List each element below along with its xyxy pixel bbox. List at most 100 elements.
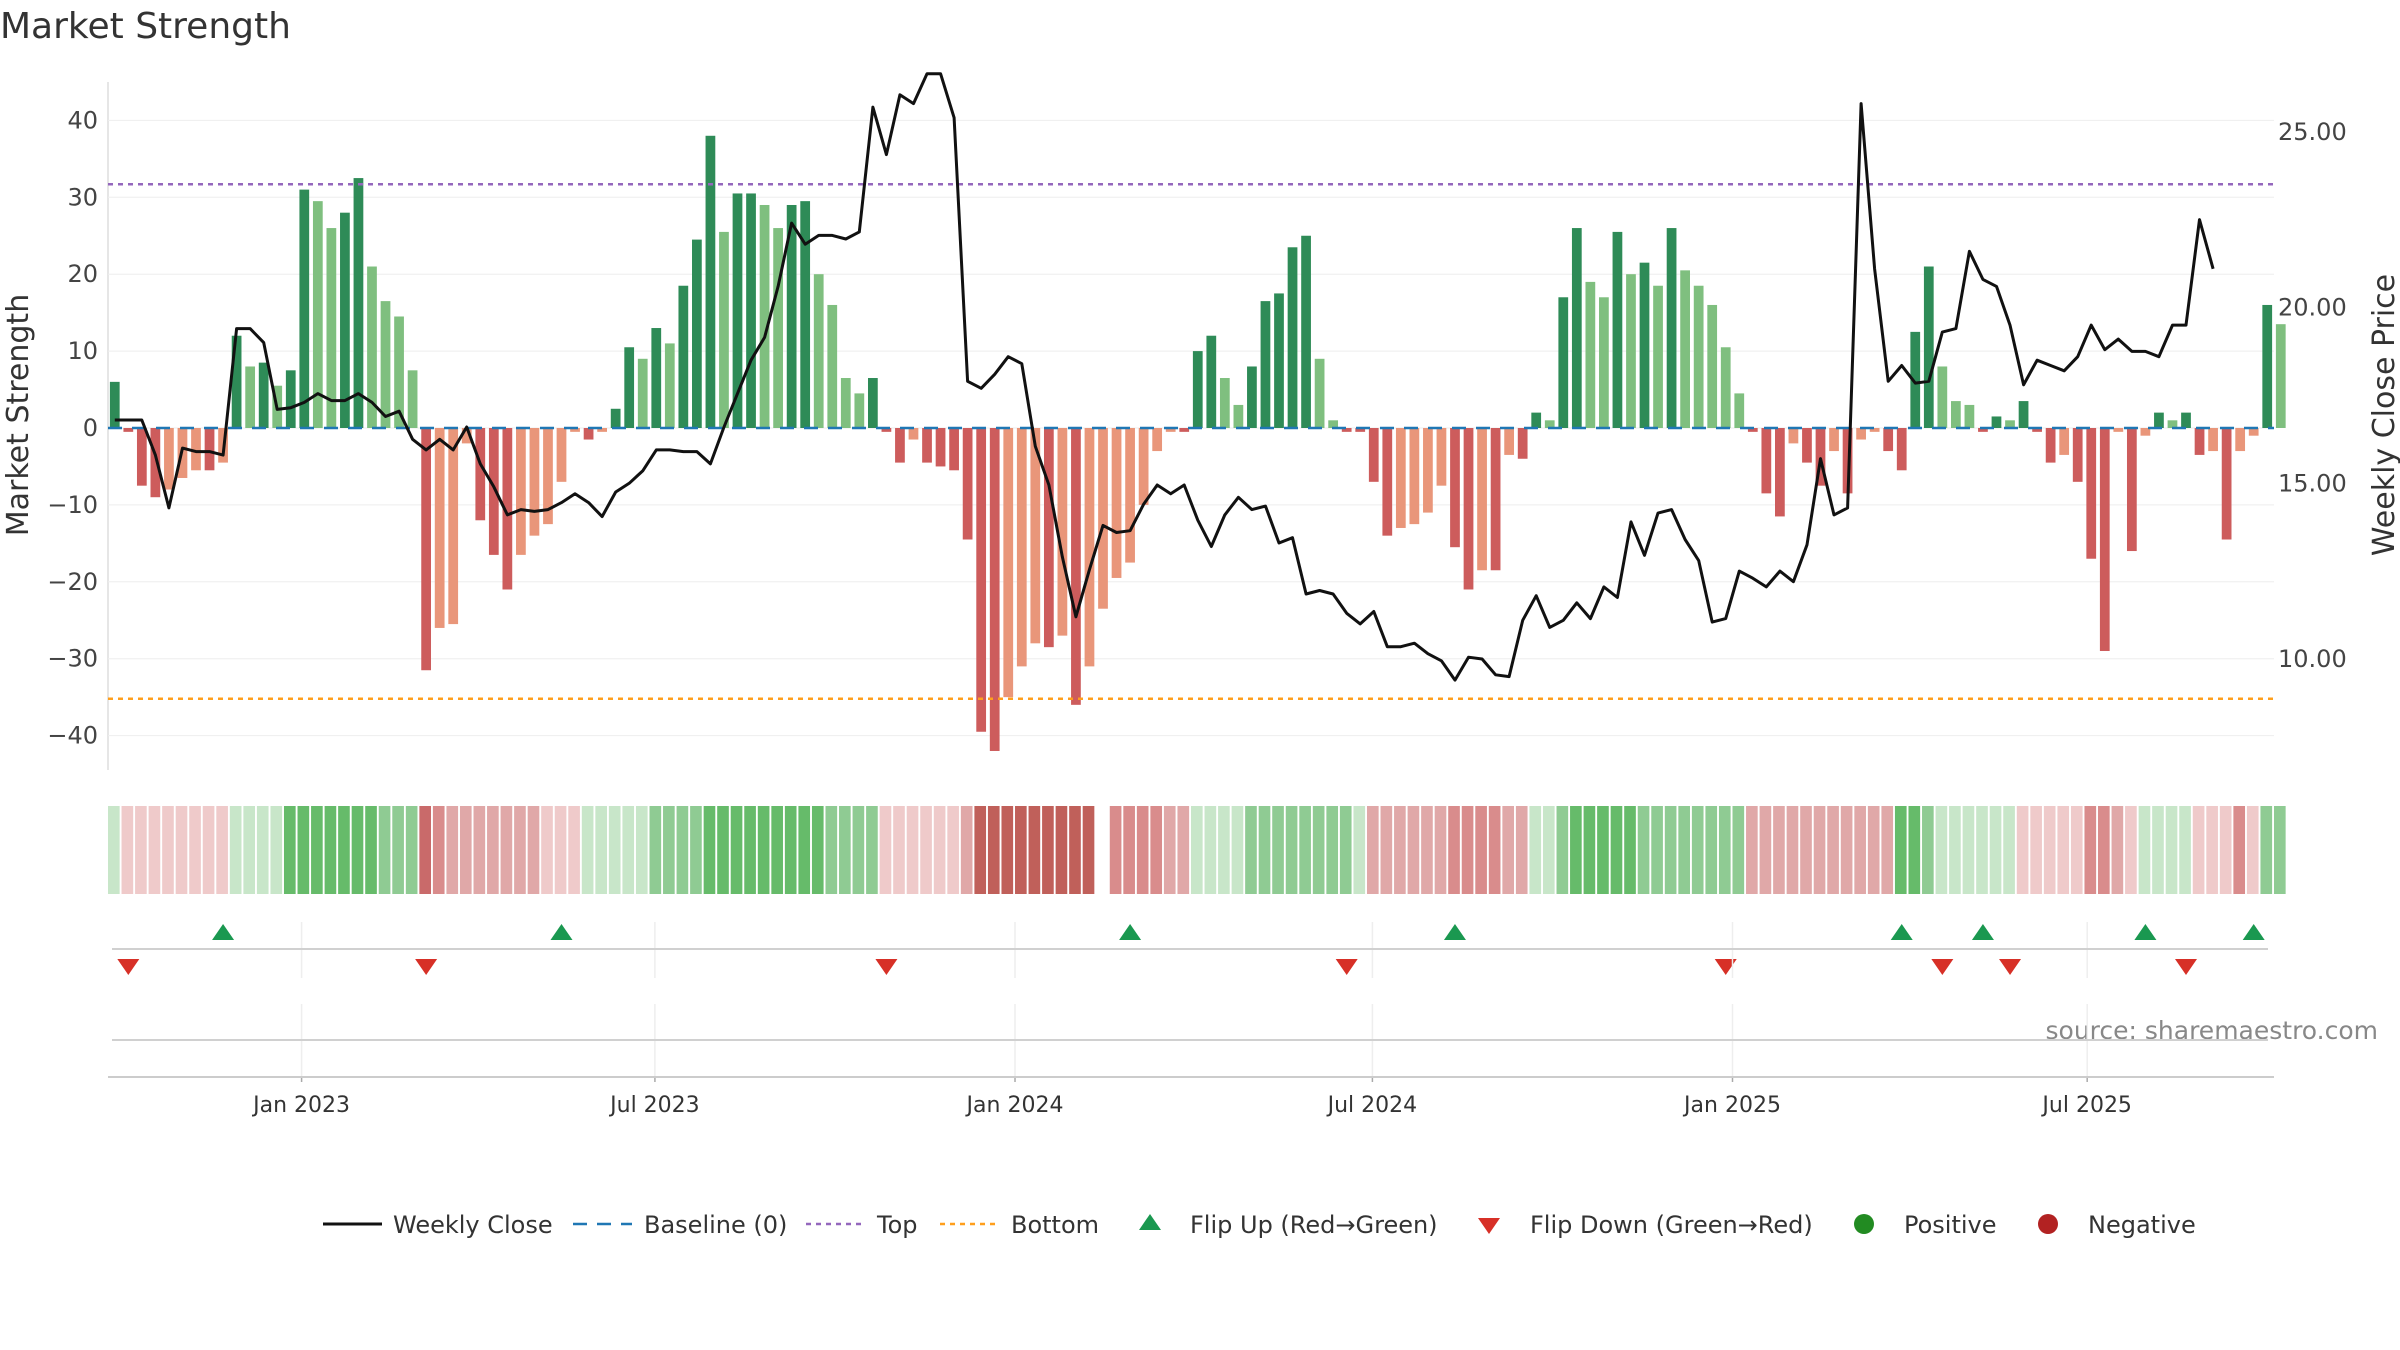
flip-down-marker [415,959,438,975]
strength-bar [1842,428,1853,494]
regime-cell [419,806,432,894]
strength-bar [1395,428,1406,528]
strength-bar [1341,428,1352,432]
reference-lines [108,182,2274,700]
strength-bar [1368,428,1379,482]
strength-bar [583,428,594,440]
regime-cell [121,806,134,894]
regime-cell [216,806,228,894]
flip-up-marker [2134,924,2157,940]
regime-cell [405,806,418,894]
regime-cell [1001,806,1014,894]
strength-bar [1111,428,1122,578]
strength-bar [867,378,878,428]
strength-bar [1274,293,1284,428]
strength-bar [353,178,364,428]
regime-cell [2192,806,2205,894]
strength-bar [1477,428,1487,571]
strength-bar [1869,428,1880,432]
y2-tick-label: 25.00 [2278,118,2347,146]
regime-cell [175,806,188,894]
regime-cell [703,806,716,894]
strength-bar [394,316,404,428]
regime-cell [1759,806,1772,894]
regime-cell [392,806,404,894]
flip-up-marker [1890,924,1913,940]
regime-cell [1583,806,1596,894]
regime-cell [933,806,946,894]
strength-bar [1775,428,1785,517]
strength-bar [1639,262,1650,428]
regime-cell [1773,806,1785,894]
regime-cell [378,806,391,894]
regime-cell [1840,806,1853,894]
regime-cell [960,806,973,894]
strength-bar [678,285,689,428]
regime-cell [473,806,486,894]
regime-cell [459,806,472,894]
x-tick-label: Jul 2025 [2040,1093,2132,1118]
strength-bar [1666,228,1677,428]
regime-cell [1069,806,1081,894]
strength-bar [1084,428,1095,667]
strength-bar [1693,285,1704,428]
strength-bar [1355,428,1366,432]
regime-cell [432,806,445,894]
strength-bar [2086,428,2097,559]
strength-bar [1964,404,1975,428]
strength-bar [1680,270,1690,428]
strength-bar [732,193,743,428]
strength-bar [1856,428,1866,440]
strength-bar [976,428,987,732]
regime-cell [1502,806,1515,894]
strength-bar [786,204,797,428]
strength-bar [610,408,621,428]
regime-cell [487,806,499,894]
regime-cell [825,806,838,894]
regime-cell [987,806,1000,894]
legend-flip-down-swatch [1478,1218,1500,1234]
y-tick-label: 30 [67,183,98,211]
regime-cell [1488,806,1501,894]
strength-bar [367,266,377,428]
strength-bar [502,428,513,590]
strength-bar [1558,297,1569,428]
regime-cell [1312,806,1325,894]
flip-up-marker [1443,924,1466,940]
strength-bar [1815,428,1826,486]
regime-cell [1177,806,1190,894]
regime-cell [839,806,851,894]
strength-bar [1626,274,1636,428]
y2-tick-label: 10.00 [2278,645,2347,673]
strength-bar [813,274,824,428]
strength-bar [326,228,337,428]
strength-bar [1544,420,1555,428]
regime-cell [1854,806,1866,894]
legend-positive-swatch [1854,1214,1874,1234]
strength-bar [1829,428,1839,452]
x-tick-label: Jan 2024 [965,1093,1064,1118]
regime-cell [1339,806,1352,894]
strength-bar [1802,428,1812,463]
regime-cell [1894,806,1907,894]
y-tick-label: 40 [67,106,98,134]
strength-bar [1991,416,2002,428]
regime-cell [514,806,526,894]
regime-cell [1042,806,1054,894]
strength-bar [1923,266,1934,428]
strength-bar [2181,412,2191,428]
regime-cell [581,806,594,894]
regime-cell [595,806,607,894]
regime-cell [1705,806,1718,894]
regime-cell [1204,806,1217,894]
regime-cell [1678,806,1690,894]
regime-cell [635,806,648,894]
regime-cell [1163,806,1176,894]
strength-bar [1043,428,1054,648]
strength-bar [908,428,919,440]
regime-cell [1407,806,1420,894]
strength-bar [516,428,526,555]
strength-bar [705,135,716,428]
regime-cell [1976,806,1988,894]
regime-cell [2043,806,2056,894]
